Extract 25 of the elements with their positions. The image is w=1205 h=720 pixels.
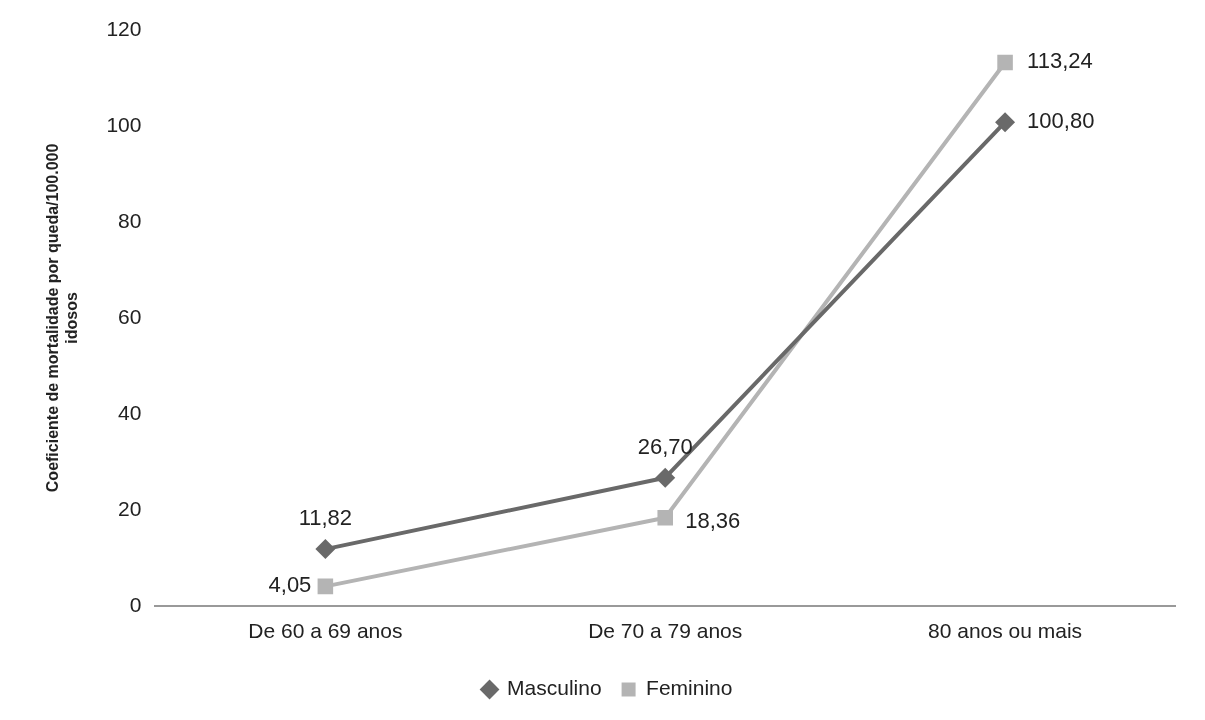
point [657, 509, 673, 526]
data-label: 18,36 [685, 507, 741, 533]
y-tick-label: 100 [106, 112, 142, 136]
point [317, 578, 334, 595]
point [315, 539, 336, 560]
data-label: 11,82 [298, 505, 353, 531]
data-label: 4,05 [268, 572, 312, 598]
y-tick-label: 60 [118, 304, 142, 328]
data-label: 100,80 [1027, 108, 1095, 134]
legend-label: Feminino [646, 676, 733, 700]
y-tick-label: 120 [106, 16, 142, 40]
x-tick-label: De 70 a 79 anos [588, 619, 743, 643]
point [997, 54, 1013, 71]
y-axis-title: Coeficiente de mortalidade por queda/100.000 idosos [44, 143, 81, 493]
data-label: 26,70 [637, 433, 693, 459]
y-tick-label: 20 [118, 496, 142, 520]
y-tick-label: 80 [118, 208, 142, 232]
data-label: 113,24 [1027, 48, 1093, 74]
point [995, 112, 1016, 133]
y-tick-label: 40 [118, 400, 142, 424]
x-tick-label: 80 anos ou mais [928, 619, 1083, 643]
y-tick-label: 0 [129, 592, 142, 616]
x-tick-label: De 60 a 69 anos [248, 619, 403, 643]
legend-label: Masculino [507, 676, 602, 700]
point [655, 467, 676, 488]
